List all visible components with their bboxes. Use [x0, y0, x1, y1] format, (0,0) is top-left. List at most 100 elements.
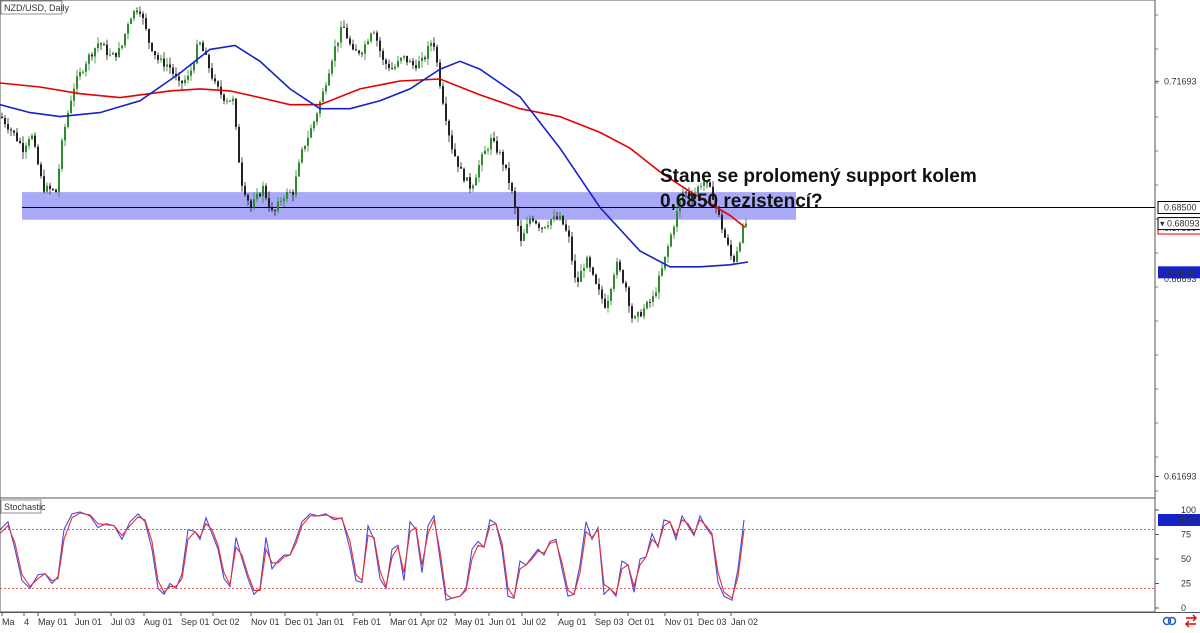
candle-up	[421, 57, 423, 62]
candle-down	[541, 227, 543, 229]
candle-up	[529, 218, 531, 224]
candle-down	[271, 207, 273, 211]
last-price-label: ▾ 0.68093	[1160, 219, 1200, 229]
candle-down	[724, 229, 726, 238]
candle-up	[304, 145, 306, 150]
time-label: Oct 02	[213, 617, 240, 627]
time-label: Aug 01	[144, 617, 173, 627]
candle-up	[673, 226, 675, 235]
candle-down	[103, 44, 105, 46]
candle-up	[553, 216, 555, 220]
candle-down	[163, 58, 165, 67]
candle-up	[82, 71, 84, 73]
candle-down	[727, 237, 729, 245]
resistance-label: 0.68500	[1164, 203, 1197, 213]
candle-up	[667, 246, 669, 257]
time-label: Feb 01	[353, 617, 381, 627]
candle-up	[283, 198, 285, 202]
stoch-value-box	[1158, 514, 1200, 527]
stoch-tick-label: 75	[1181, 530, 1191, 540]
candle-down	[451, 135, 453, 150]
candle-down	[706, 181, 708, 183]
candle-down	[514, 191, 516, 209]
candle-up	[397, 60, 399, 67]
candle-down	[139, 11, 141, 14]
candle-up	[301, 149, 303, 163]
time-label: Sep 03	[595, 617, 624, 627]
candle-up	[31, 135, 33, 140]
candle-up	[580, 270, 582, 282]
candle-up	[634, 316, 636, 319]
candle-up	[616, 261, 618, 275]
candle-up	[739, 242, 741, 252]
candle-down	[136, 10, 138, 12]
candle-up	[109, 54, 111, 56]
candle-up	[490, 138, 492, 150]
candle-up	[199, 42, 201, 45]
candle-down	[493, 138, 495, 141]
candle-up	[664, 256, 666, 269]
candle-up	[286, 191, 288, 199]
candle-up	[64, 126, 66, 141]
arrow-swap-icon[interactable]	[1185, 614, 1197, 628]
candle-up	[367, 41, 369, 45]
time-label: May 01	[38, 617, 68, 627]
candle-up	[322, 91, 324, 102]
candle-down	[640, 312, 642, 317]
candle-down	[574, 260, 576, 278]
corner-icons	[1160, 614, 1200, 628]
candle-up	[544, 226, 546, 228]
candle-down	[217, 81, 219, 87]
candle-down	[436, 46, 438, 63]
time-label: Jul 02	[522, 617, 546, 627]
candle-up	[130, 18, 132, 25]
candle-down	[235, 98, 237, 127]
candle-down	[238, 126, 240, 163]
candle-down	[229, 100, 231, 102]
candle-down	[691, 195, 693, 199]
ma-blue-label-box	[1158, 266, 1200, 279]
candle-up	[127, 24, 129, 34]
candle-down	[358, 50, 360, 54]
candle-up	[61, 140, 63, 169]
candle-down	[625, 282, 627, 288]
link-icon[interactable]	[1162, 616, 1177, 626]
candle-down	[379, 40, 381, 51]
candle-down	[619, 261, 621, 271]
candle-down	[598, 283, 600, 290]
candle-down	[412, 60, 414, 66]
candle-down	[142, 13, 144, 19]
candle-up	[295, 176, 297, 195]
candle-up	[25, 145, 27, 153]
candle-down	[448, 120, 450, 136]
candle-up	[70, 100, 72, 114]
candle-up	[583, 267, 585, 271]
candle-down	[463, 168, 465, 181]
candle-up	[253, 199, 255, 208]
candle-up	[370, 33, 372, 42]
candle-down	[361, 53, 363, 55]
candle-up	[325, 85, 327, 92]
candle-down	[91, 54, 93, 57]
candle-down	[577, 277, 579, 282]
candle-down	[460, 166, 462, 169]
candle-up	[742, 226, 744, 243]
candle-up	[166, 64, 168, 67]
candle-up	[310, 128, 312, 138]
candle-down	[520, 225, 522, 241]
support-zone	[22, 192, 796, 220]
candle-down	[535, 220, 537, 224]
candle-down	[172, 67, 174, 74]
candle-up	[232, 98, 234, 102]
candle-down	[211, 68, 213, 79]
candle-up	[610, 288, 612, 301]
candle-up	[193, 63, 195, 71]
candle-up	[313, 121, 315, 129]
candle-down	[595, 274, 597, 284]
candle-up	[364, 44, 366, 54]
candle-down	[22, 142, 24, 153]
candle-up	[262, 185, 264, 197]
candle-down	[145, 18, 147, 29]
candle-down	[250, 200, 252, 208]
candle-down	[565, 224, 567, 231]
